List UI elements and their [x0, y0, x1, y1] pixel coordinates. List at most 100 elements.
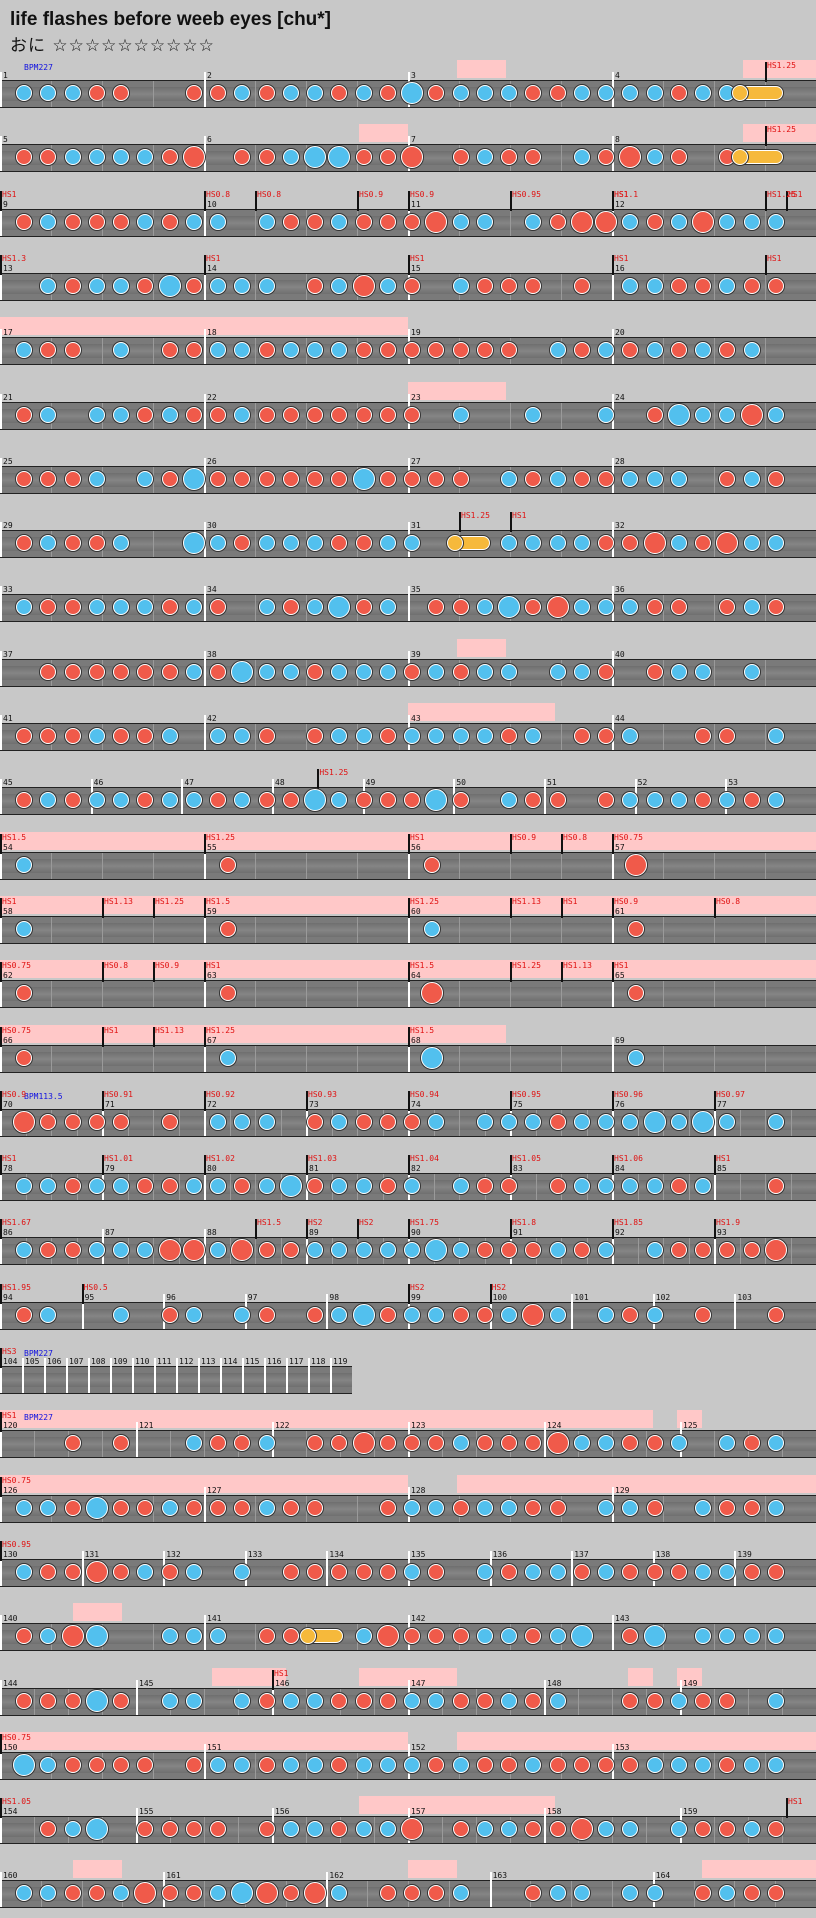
measure-number: 153	[615, 1742, 630, 1752]
scroll-speed-tick	[714, 897, 716, 918]
barline	[408, 907, 410, 943]
don-note	[425, 210, 448, 233]
don-note	[743, 1499, 760, 1516]
beat-line	[357, 981, 358, 1008]
sv-highlight	[408, 703, 555, 721]
don-note	[40, 599, 57, 616]
ka-note	[525, 1563, 542, 1580]
chart-row: 58 59 60 61 HS1 HS1.13 HS1.25 HS1.5 HS1.25 HS1.13…	[0, 894, 816, 954]
don-note	[258, 149, 275, 166]
ka-note	[598, 1178, 614, 1195]
scroll-speed-tick	[0, 897, 2, 918]
scroll-speed-marker: HS1.25	[461, 511, 490, 521]
measure-number: 32	[615, 521, 625, 531]
don-note	[161, 1885, 178, 1902]
song-title: life flashes before weeb eyes [chu*]	[10, 9, 332, 30]
barline	[264, 1358, 266, 1393]
beat-line	[255, 1752, 256, 1779]
ka-note	[476, 213, 493, 230]
beat-line	[459, 1109, 460, 1136]
don-note	[137, 1499, 154, 1516]
ka-note	[161, 406, 178, 423]
don-note	[525, 792, 542, 809]
ka-note	[282, 1821, 299, 1838]
beat-line	[765, 916, 766, 943]
scroll-speed-marker: HS0.8	[716, 896, 741, 906]
scroll-speed-tick	[306, 1155, 308, 1176]
ka-note	[16, 342, 32, 359]
don-note	[595, 210, 617, 233]
beat-line	[229, 1109, 231, 1136]
beat-line	[510, 1045, 511, 1072]
ka-note	[622, 1885, 639, 1902]
don-note	[379, 1885, 396, 1902]
ka-note	[719, 1435, 736, 1452]
ka-note	[234, 1563, 251, 1580]
beat-line	[714, 338, 715, 365]
scroll-speed-marker: HS1	[274, 1668, 289, 1678]
barline	[326, 1293, 329, 1329]
beat-line	[714, 531, 715, 558]
beat-line	[255, 531, 256, 558]
scroll-speed-marker: HS0.8	[104, 961, 129, 971]
don-note	[220, 985, 236, 1002]
sv-highlight	[742, 124, 816, 143]
ka-note	[549, 1242, 566, 1259]
measure-number: 42	[207, 714, 217, 723]
measure-number: 76	[615, 1099, 625, 1109]
measure-number: 139	[737, 1549, 752, 1559]
ka-note	[258, 1435, 275, 1452]
don-note	[282, 1885, 299, 1902]
sv-highlight	[742, 60, 816, 78]
ka-note	[234, 792, 251, 809]
don-note	[137, 1178, 154, 1195]
ka-note	[161, 728, 178, 744]
beat-line	[170, 1431, 171, 1458]
scroll-speed-tick	[81, 1283, 84, 1304]
beat-line	[663, 659, 664, 686]
don-note	[379, 1306, 396, 1323]
barline	[0, 1100, 2, 1136]
scroll-speed-marker: HS1.8	[512, 1218, 537, 1228]
don-note	[307, 728, 323, 744]
measure-number: 94	[3, 1292, 13, 1302]
ka-note	[719, 792, 736, 809]
ka-note	[719, 277, 736, 294]
don-note	[525, 1821, 542, 1838]
don-note	[695, 728, 711, 744]
don-note	[88, 535, 105, 552]
don-note	[355, 149, 372, 166]
barline	[612, 907, 614, 943]
ka-note	[210, 1756, 226, 1773]
don-note	[282, 1563, 299, 1580]
measure-number: 12	[615, 199, 625, 209]
don-note	[452, 599, 469, 616]
don-note	[598, 792, 614, 809]
don-note	[622, 1756, 639, 1773]
scroll-speed-tick	[408, 833, 410, 854]
ka-note	[695, 85, 711, 101]
beat-line	[204, 1431, 205, 1458]
ka-note	[307, 85, 323, 101]
ka-note	[743, 213, 760, 230]
beat-line	[153, 659, 154, 686]
measure-number: 112	[179, 1357, 194, 1366]
don-note	[695, 277, 711, 294]
barline	[714, 1100, 716, 1136]
barline	[136, 1422, 138, 1458]
measure-number: 86	[3, 1228, 13, 1238]
scroll-speed-marker: HS1.5	[410, 961, 435, 971]
scroll-speed-tick	[510, 1155, 512, 1176]
don-note	[476, 1242, 493, 1259]
don-note	[16, 535, 32, 552]
don-note	[719, 470, 736, 487]
ka-note	[670, 1756, 687, 1773]
ka-note	[525, 728, 542, 744]
beat-line	[255, 916, 256, 943]
don-note	[379, 149, 396, 166]
scroll-speed-tick	[510, 1219, 512, 1240]
ka-note	[646, 277, 663, 294]
beat-line	[510, 981, 511, 1008]
measure-number: 108	[91, 1357, 106, 1366]
scroll-speed-marker: HS1.25	[155, 896, 184, 906]
